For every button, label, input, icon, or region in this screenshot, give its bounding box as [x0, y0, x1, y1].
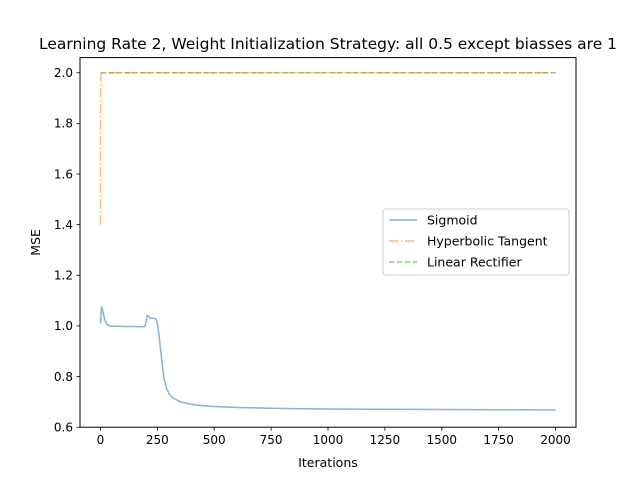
legend-label-hyperbolic-tangent: Hyperbolic Tangent [427, 234, 548, 249]
y-tick-label: 1.2 [54, 269, 73, 283]
x-tick-label: 1000 [313, 433, 344, 447]
y-tick-label: 1.0 [54, 319, 73, 333]
x-tick-label: 0 [97, 433, 105, 447]
legend-box [382, 208, 570, 276]
legend-label-linear-rectifier: Linear Rectifier [427, 255, 522, 270]
x-tick-label: 750 [260, 433, 283, 447]
series-line-sigmoid [99, 306, 556, 411]
y-tick-label: 1.8 [54, 117, 73, 131]
x-tick-label: 250 [146, 433, 169, 447]
x-tick-label: 1750 [483, 433, 514, 447]
legend-label-sigmoid: Sigmoid [427, 213, 478, 228]
series-line-hyperbolic-tangent [99, 72, 556, 225]
x-tick-label: 500 [203, 433, 226, 447]
x-axis-ticks: 0 250 500 750 1000 1250 1500 1750 2000 [97, 427, 571, 447]
x-tick-label: 1250 [370, 433, 401, 447]
y-tick-label: 0.8 [54, 370, 73, 384]
y-tick-label: 0.6 [54, 421, 73, 435]
y-tick-label: 1.4 [54, 218, 73, 232]
x-tick-label: 2000 [540, 433, 571, 447]
y-tick-label: 2.0 [54, 66, 73, 80]
y-axis-ticks: 0.6 0.8 1.0 1.2 1.4 1.6 1.8 2.0 [54, 66, 80, 435]
legend: Sigmoid Hyperbolic Tangent Linear Rectif… [382, 208, 570, 276]
y-axis-label: MSE [28, 229, 43, 256]
plot-lines [99, 72, 556, 411]
y-tick-label: 1.6 [54, 167, 73, 181]
chart-title: Learning Rate 2, Weight Initialization S… [39, 35, 617, 53]
x-tick-label: 1500 [426, 433, 457, 447]
x-axis-label: Iterations [298, 455, 358, 470]
